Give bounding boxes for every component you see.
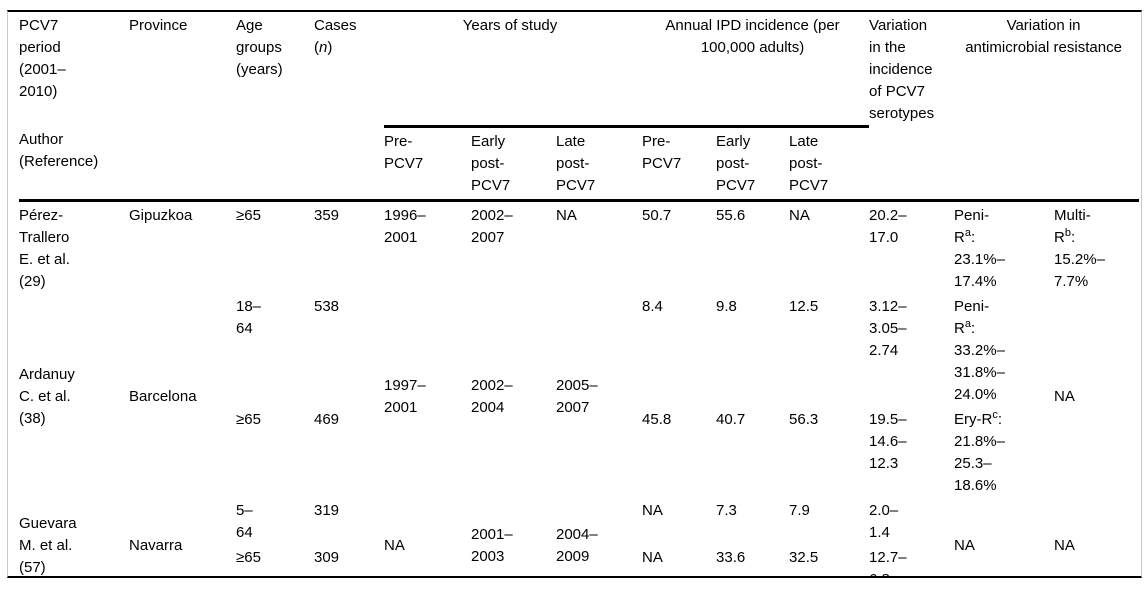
cell-cases-guevara-65: 309	[314, 549, 340, 566]
subheader-years-early-post-pcv7: Early post- PCV7	[471, 132, 511, 194]
cell-years-early-ardanuy: 2002– 2004	[471, 376, 513, 416]
cell-variation-perez: 20.2– 17.0	[869, 206, 907, 246]
cell-inc-late-ardanuy-18-64: 12.5	[789, 298, 819, 315]
cell-resistance-multi-ardanuy: NA	[1054, 387, 1075, 405]
cell-province-guevara: Navarra	[129, 536, 183, 554]
cell-variation-ardanuy-18-64: 3.12– 3.05– 2.74	[869, 298, 907, 359]
cell-variation-ardanuy-65: 19.5– 14.6– 12.3	[869, 411, 907, 472]
header-age-groups: Age groups (years)	[236, 17, 283, 78]
cell-age-guevara-5-64: 5– 64	[236, 502, 253, 541]
header-years-of-study: Years of study	[384, 12, 643, 128]
cell-years-pre-perez: 1996– 2001	[384, 206, 426, 246]
cell-inc-pre-ardanuy-65: 45.8	[642, 411, 672, 428]
cell-years-early-guevara: 2001– 2003	[471, 525, 513, 565]
cell-resistance-peni-perez: Peni- Ra: 23.1%– 17.4%	[954, 206, 1005, 290]
cell-years-pre-ardanuy: 1997– 2001	[384, 376, 426, 416]
table-body: Pérez- Trallero E. et al. (29) Gipuzkoa …	[19, 200, 1139, 577]
cell-inc-late-guevara-65: 32.5	[789, 549, 819, 566]
row-ardanuy-18-64: Ardanuy C. et al. (38) Barcelona 18– 64 …	[19, 293, 1139, 427]
cell-author-perez: Pérez- Trallero E. et al. (29)	[19, 206, 70, 290]
cell-resistance-2-guevara: NA	[1054, 536, 1075, 554]
cell-inc-late-guevara-5-64: 7.9	[789, 502, 810, 519]
cell-resistance-peni-ardanuy-18-64: Peni- Ra: 33.2%– 31.8%– 24.0%	[954, 298, 1005, 403]
row-ardanuy-ge65: ≥65 469 45.8 40.7 56.3 19.5– 14.6– 12.3 …	[19, 406, 1139, 497]
cell-province-perez: Gipuzkoa	[129, 206, 193, 224]
paper-table-figure: PCV7 period (2001– 2010) Province Age gr…	[7, 10, 1142, 578]
header-pcv7-period: PCV7 period (2001– 2010)	[19, 17, 66, 100]
cell-inc-early-ardanuy-65: 40.7	[716, 411, 746, 428]
header-author-reference: Author (Reference)	[19, 131, 99, 170]
subheader-incidence-early-post-pcv7: Early post- PCV7	[716, 132, 756, 194]
row-guevara-5-64: Guevara M. et al. (57) Navarra 5– 64 319…	[19, 497, 1139, 576]
cell-age-guevara-65: ≥65	[236, 549, 261, 566]
cell-years-pre-guevara: NA	[384, 536, 405, 554]
subheader-years-late-post-pcv7: Late post- PCV7	[556, 132, 596, 194]
cell-years-late-perez: NA	[556, 206, 577, 224]
cell-age-perez: ≥65	[236, 206, 261, 224]
cell-years-late-guevara: 2004– 2009	[556, 525, 598, 565]
cell-inc-pre-guevara-5-64: NA	[642, 502, 663, 519]
studies-table: PCV7 period (2001– 2010) Province Age gr…	[19, 12, 1140, 577]
cell-resistance-multi-perez: Multi- Rb: 15.2%– 7.7%	[1054, 206, 1105, 290]
cell-years-early-perez: 2002– 2007	[471, 206, 513, 246]
cell-variation-guevara-5-64: 2.0– 1.4	[869, 502, 899, 541]
row-guevara-ge65: ≥65 309 NA 33.6 32.5 12.7– 6.8	[19, 544, 1139, 576]
cell-inc-early-ardanuy-18-64: 9.8	[716, 298, 737, 315]
cell-inc-early-perez: 55.6	[716, 206, 746, 224]
cell-cases-perez: 359	[314, 206, 340, 224]
subheader-years-pre-pcv7: Pre- PCV7	[384, 132, 424, 172]
header-province: Province	[129, 17, 188, 34]
cell-years-late-ardanuy: 2005– 2007	[556, 376, 598, 416]
cell-resistance-ery-ardanuy-65: Ery-Rc: 21.8%– 25.3– 18.6%	[954, 409, 1005, 495]
header-variation-resistance: Variation in antimicrobial resistance	[965, 17, 1122, 56]
subheader-resistance-spacer	[954, 126, 1139, 200]
cell-inc-late-ardanuy-65: 56.3	[789, 411, 819, 428]
cell-cases-ardanuy-65: 469	[314, 411, 340, 428]
cell-cases-ardanuy-18-64: 538	[314, 298, 340, 315]
cell-inc-pre-perez: 50.7	[642, 206, 672, 224]
cell-author-guevara: Guevara M. et al. (57)	[19, 514, 77, 576]
cell-inc-pre-ardanuy-18-64: 8.4	[642, 298, 663, 315]
cell-cases-guevara-5-64: 319	[314, 502, 340, 519]
table-header: PCV7 period (2001– 2010) Province Age gr…	[19, 12, 1140, 200]
cell-inc-pre-guevara-65: NA	[642, 549, 663, 566]
header-ipd-incidence: Annual IPD incidence (per 100,000 adults…	[642, 12, 870, 128]
cell-age-ardanuy-65: ≥65	[236, 411, 261, 428]
cell-resistance-1-guevara: NA	[954, 536, 975, 554]
cell-variation-guevara-65: 12.7– 6.8	[869, 549, 907, 576]
subheader-incidence-late-post-pcv7: Late post- PCV7	[789, 132, 829, 194]
header-variation-incidence: Variation in the incidence of PCV7 serot…	[869, 17, 935, 122]
cell-inc-early-guevara-65: 33.6	[716, 549, 746, 566]
row-perez-ge65: Pérez- Trallero E. et al. (29) Gipuzkoa …	[19, 200, 1139, 293]
cell-inc-late-perez: NA	[789, 206, 810, 224]
cell-author-ardanuy: Ardanuy C. et al. (38)	[19, 365, 75, 427]
cell-province-ardanuy: Barcelona	[129, 387, 197, 405]
cell-age-ardanuy-18-64: 18– 64	[236, 298, 262, 337]
header-cases: Cases (n)	[314, 17, 357, 56]
subheader-incidence-pre-pcv7: Pre- PCV7	[642, 132, 682, 172]
cell-inc-early-guevara-5-64: 7.3	[716, 502, 737, 519]
